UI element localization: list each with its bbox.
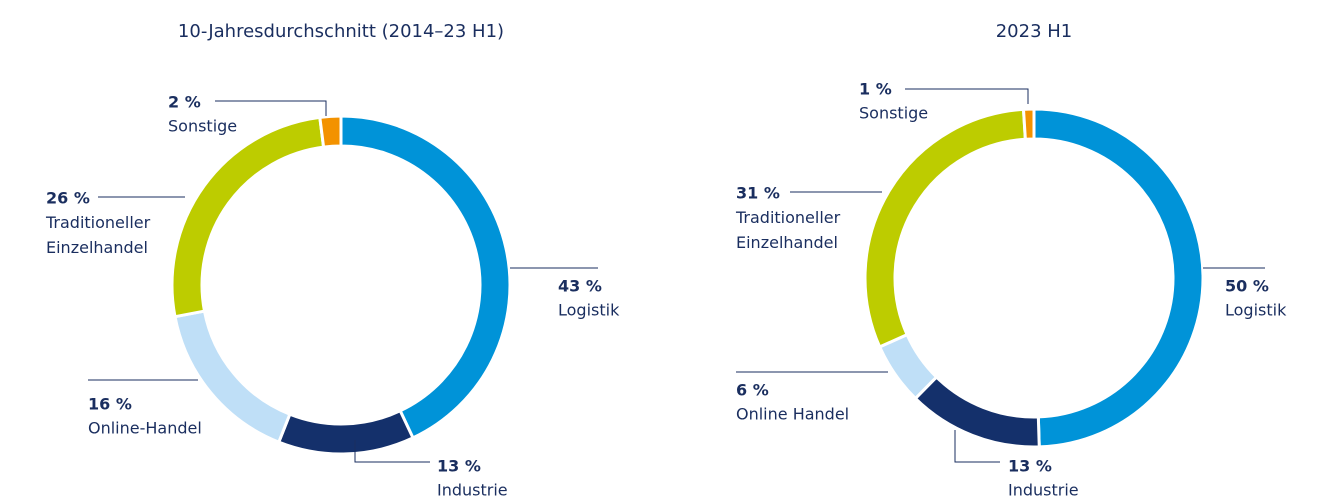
category-label: Logistik xyxy=(558,301,620,320)
category-label: Online Handel xyxy=(736,405,849,424)
category-label: Industrie xyxy=(1008,481,1079,500)
value-label: 43 % xyxy=(558,277,602,296)
value-label: 16 % xyxy=(88,395,132,414)
value-label: 26 % xyxy=(46,189,90,208)
leader-line xyxy=(905,88,1029,104)
donut-segment xyxy=(318,114,343,149)
donut-segment xyxy=(170,115,326,319)
value-label: 50 % xyxy=(1225,277,1269,296)
category-label-line: Traditioneller xyxy=(735,208,841,227)
leader-line xyxy=(215,100,327,116)
value-label: 31 % xyxy=(736,184,780,203)
category-label: Traditioneller Einzelhandel xyxy=(45,213,151,257)
donut-segment xyxy=(276,408,415,456)
donut-segment xyxy=(1032,107,1205,449)
value-label: 13 % xyxy=(437,457,481,476)
category-label-line: Traditioneller xyxy=(45,213,151,232)
value-label: 13 % xyxy=(1008,457,1052,476)
category-label: Sonstige xyxy=(859,104,928,123)
chart-title: 2023 H1 xyxy=(996,21,1073,42)
value-label: 1 % xyxy=(859,80,892,99)
category-label-line: Einzelhandel xyxy=(46,238,148,257)
donut-segment xyxy=(863,107,1027,349)
value-label: 6 % xyxy=(736,381,769,400)
category-label-line: Einzelhandel xyxy=(736,233,838,252)
value-label: 2 % xyxy=(168,93,201,112)
category-label: Sonstige xyxy=(168,117,237,136)
category-label: Logistik xyxy=(1225,301,1287,320)
donut-segment xyxy=(913,374,1041,449)
category-label: Traditioneller Einzelhandel xyxy=(735,208,841,252)
leader-line xyxy=(954,430,1000,463)
category-label: Industrie xyxy=(437,481,508,500)
leader-line xyxy=(354,440,430,463)
chart-title: 10-Jahresdurchschnitt (2014–23 H1) xyxy=(178,21,504,42)
donut-segment xyxy=(339,114,512,440)
category-label: Online-Handel xyxy=(88,419,202,438)
donut-segment xyxy=(1021,107,1036,141)
